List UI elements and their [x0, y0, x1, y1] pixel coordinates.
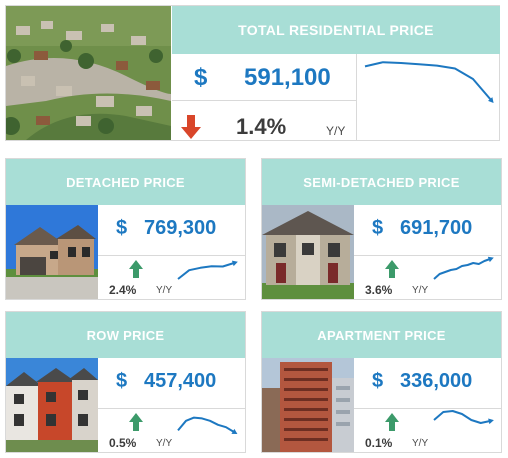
row-title: ROW PRICE — [86, 327, 165, 343]
apartment-price: $ 336,000 — [372, 370, 472, 393]
detached-price-value: 769,300 — [144, 217, 217, 239]
semi-trend-arrowhead — [487, 256, 494, 263]
detached-change: 2.4% — [109, 283, 137, 297]
detached-trend-line — [177, 262, 235, 280]
row-house-photo — [6, 358, 98, 452]
divider — [354, 255, 501, 256]
arrow-up-icon — [385, 260, 399, 278]
apartment-building-photo — [262, 358, 354, 452]
row-price: $ 457,400 — [116, 370, 216, 393]
semi-card: SEMI-DETACHED PRICE $ 691,700 3.6% Y/Y — [261, 158, 502, 300]
row-trend-line — [177, 416, 235, 433]
semi-price-value: 691,700 — [400, 217, 473, 239]
total-price-value: 591,100 — [244, 64, 331, 91]
semi-price: $ 691,700 — [372, 217, 472, 240]
divider — [98, 408, 245, 409]
semi-period: Y/Y — [412, 285, 429, 296]
currency-symbol: $ — [116, 370, 128, 392]
arrow-up-icon — [129, 413, 143, 431]
total-trend-sparkline — [364, 61, 494, 104]
arrow-up-icon — [385, 413, 399, 431]
total-card: TOTAL RESIDENTIAL PRICE $ 591,100 1.4% Y… — [5, 5, 500, 141]
row-period: Y/Y — [156, 438, 173, 449]
detached-trend-arrowhead — [231, 260, 238, 267]
arrow-down-icon — [181, 115, 201, 139]
row-header: ROW PRICE — [6, 312, 245, 358]
aerial-neighborhood-photo — [6, 6, 171, 140]
apartment-period: Y/Y — [412, 438, 429, 449]
apartment-change: 0.1% — [365, 436, 393, 450]
currency-symbol: $ — [372, 217, 384, 239]
detached-price: $ 769,300 — [116, 217, 216, 240]
apartment-price-value: 336,000 — [400, 370, 473, 392]
divider — [356, 54, 357, 140]
detached-title: DETACHED PRICE — [66, 174, 185, 190]
detached-trend-sparkline — [177, 260, 238, 280]
detached-header: DETACHED PRICE — [6, 159, 245, 205]
semi-house-photo — [262, 205, 354, 299]
semi-header: SEMI-DETACHED PRICE — [262, 159, 501, 205]
semi-change: 3.6% — [365, 283, 393, 297]
apartment-trend-line — [433, 410, 491, 424]
total-period: Y/Y — [326, 124, 346, 138]
apartment-card: APARTMENT PRICE $ 336,000 0.1% Y/Y — [261, 311, 502, 453]
apartment-trend-arrowhead — [488, 418, 494, 425]
apartment-trend-sparkline — [433, 410, 494, 425]
total-trend-arrowhead — [487, 97, 494, 104]
row-card: ROW PRICE $ 457,400 0.5% Y/Y — [5, 311, 246, 453]
currency-symbol: $ — [372, 370, 384, 392]
row-trend-sparkline — [177, 416, 238, 435]
divider — [172, 100, 356, 101]
currency-symbol: $ — [194, 64, 208, 91]
total-price: $ 591,100 — [194, 64, 331, 92]
total-title: TOTAL RESIDENTIAL PRICE — [238, 22, 434, 38]
row-trend-arrowhead — [231, 428, 238, 435]
divider — [354, 408, 501, 409]
apartment-header: APARTMENT PRICE — [262, 312, 501, 358]
total-change: 1.4% — [236, 114, 287, 139]
currency-symbol: $ — [116, 217, 128, 239]
detached-period: Y/Y — [156, 285, 173, 296]
row-price-value: 457,400 — [144, 370, 217, 392]
detached-house-photo — [6, 205, 98, 299]
apartment-title: APARTMENT PRICE — [317, 327, 446, 343]
arrow-up-icon — [129, 260, 143, 278]
total-header: TOTAL RESIDENTIAL PRICE — [172, 6, 500, 54]
semi-title: SEMI-DETACHED PRICE — [303, 174, 460, 190]
divider — [98, 255, 245, 256]
row-change: 0.5% — [109, 436, 137, 450]
semi-trend-sparkline — [433, 256, 494, 280]
detached-card: DETACHED PRICE $ 769,300 2.4% Y/Y — [5, 158, 246, 300]
total-trend-line — [364, 61, 492, 101]
semi-trend-line — [433, 258, 491, 280]
